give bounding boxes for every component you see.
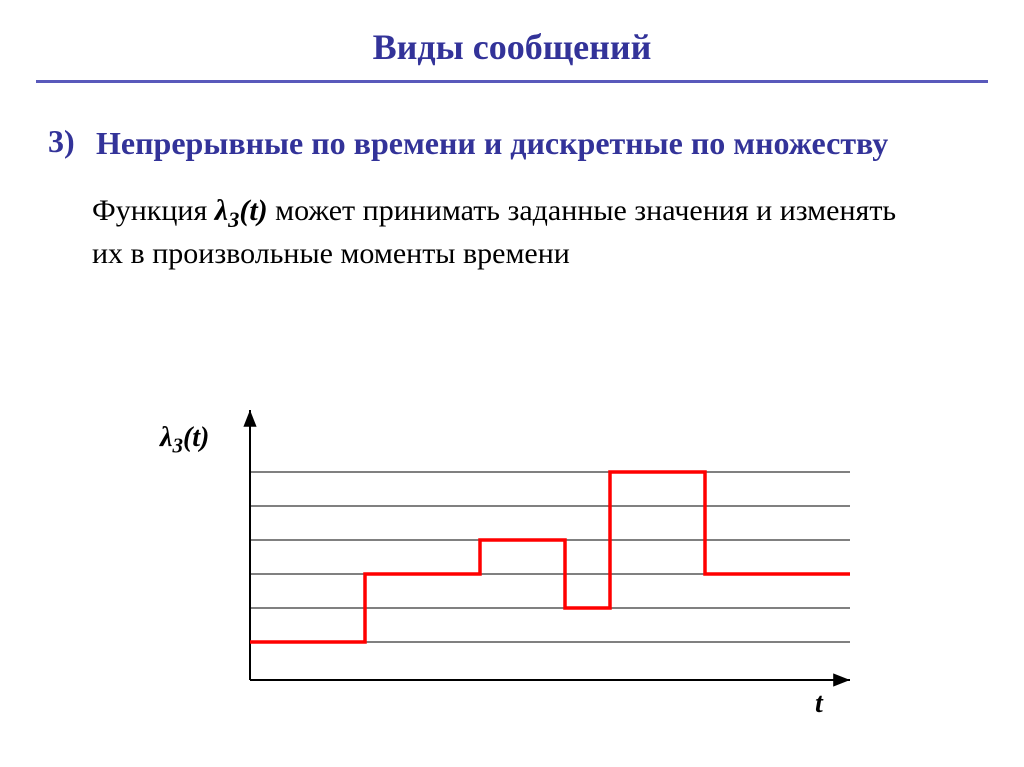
y-label-main: λ xyxy=(160,422,172,453)
body-prefix: Функция xyxy=(92,194,215,227)
slide-title: Виды сообщений xyxy=(0,0,1024,80)
body-fn-sub: 3 xyxy=(228,207,239,232)
chart-container: λ3(t) t xyxy=(150,400,870,720)
x-axis-label: t xyxy=(815,688,823,720)
y-label-sub: 3 xyxy=(172,434,183,458)
title-underline xyxy=(36,80,988,83)
y-label-suffix: (t) xyxy=(183,422,209,453)
y-axis-label: λ3(t) xyxy=(160,422,209,459)
item-number: 3) xyxy=(48,123,92,160)
content-area: 3) Непрерывные по времени и дискретные п… xyxy=(0,123,1024,273)
subheading: Непрерывные по времени и дискретные по м… xyxy=(96,123,956,165)
body-paragraph: Функция λ3(t) может принимать заданные з… xyxy=(92,191,912,273)
chart-svg xyxy=(150,400,870,720)
body-fn-suffix: (t) xyxy=(239,194,267,227)
body-fn-symbol: λ xyxy=(215,194,228,227)
